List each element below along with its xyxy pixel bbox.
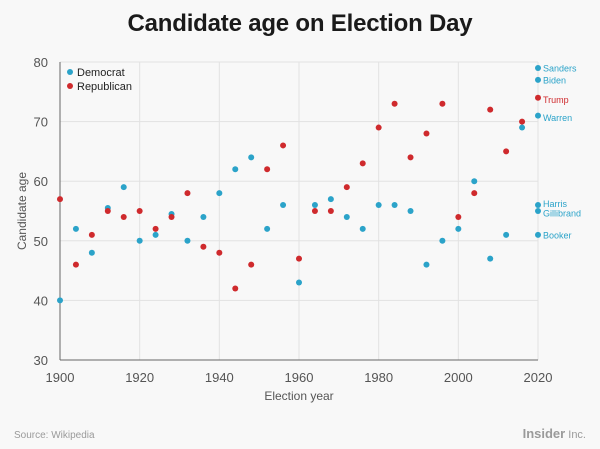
- republican-point: [104, 208, 111, 214]
- republican-point: [407, 154, 414, 161]
- x-tick-label: 1900: [46, 370, 75, 385]
- republican-point: [57, 196, 63, 203]
- republican-point: [455, 213, 462, 220]
- republican-point: [152, 225, 159, 232]
- democrat-point: [487, 255, 494, 262]
- republican-point: [327, 208, 334, 214]
- republican-point: [359, 160, 366, 167]
- candidate-2020-point: [535, 64, 541, 71]
- y-tick-label: 40: [34, 293, 48, 308]
- chart-title: Candidate age on Election Day: [127, 10, 473, 37]
- candidate-2020-point: [535, 94, 541, 101]
- candidate-label-gillibrand: Gillibrand: [543, 208, 581, 218]
- republican-point: [184, 190, 191, 197]
- democrat-point: [200, 213, 207, 220]
- republican-point: [168, 213, 175, 220]
- democrat-point: [232, 166, 239, 173]
- x-tick-label: 1960: [285, 370, 314, 385]
- x-tick-label: 1920: [125, 370, 154, 385]
- brand-name: Insider: [522, 426, 566, 441]
- x-tick-label: 1980: [364, 370, 393, 385]
- candidate-label-harris: Harris: [543, 199, 567, 209]
- republican-point: [503, 148, 510, 155]
- republican-point: [120, 213, 127, 220]
- brand-suffix: Inc.: [565, 429, 586, 441]
- x-tick-label: 1940: [205, 370, 234, 385]
- x-tick-label: 2000: [444, 370, 473, 385]
- democrat-point: [519, 124, 526, 131]
- y-tick-label: 30: [34, 353, 48, 368]
- republican-point: [264, 166, 271, 173]
- legend-marker-republican: [67, 83, 73, 89]
- y-tick-label: 80: [34, 55, 48, 70]
- legend-label-democrat: Democrat: [77, 67, 125, 79]
- candidate-label-trump: Trump: [543, 95, 569, 105]
- democrat-point: [280, 202, 287, 209]
- republican-point: [296, 255, 302, 262]
- brand-logo: Insider Inc.: [523, 426, 586, 441]
- democrat-point: [152, 231, 159, 238]
- democrat-point: [88, 249, 95, 256]
- democrat-point: [136, 237, 143, 244]
- legend-marker-democrat: [67, 69, 73, 75]
- democrat-point: [216, 190, 223, 197]
- republican-point: [375, 124, 382, 131]
- republican-point: [248, 261, 255, 268]
- candidate-2020-point: [535, 112, 541, 119]
- republican-point: [200, 243, 207, 250]
- democrat-point: [375, 202, 382, 209]
- y-tick-label: 60: [34, 174, 48, 189]
- republican-point: [343, 184, 350, 191]
- y-tick-label: 70: [34, 115, 48, 130]
- democrat-point: [57, 297, 63, 304]
- democrat-point: [423, 261, 430, 268]
- democrat-point: [391, 202, 398, 209]
- democrat-point: [407, 208, 414, 214]
- democrat-point: [503, 231, 510, 238]
- republican-point: [232, 285, 239, 292]
- republican-point: [439, 100, 446, 107]
- democrat-point: [264, 225, 271, 232]
- republican-point: [280, 142, 287, 149]
- democrat-point: [311, 202, 318, 209]
- democrat-point: [248, 154, 255, 161]
- legend-label-republican: Republican: [77, 81, 132, 93]
- y-tick-label: 50: [34, 234, 48, 249]
- democrat-point: [343, 213, 350, 220]
- republican-point: [88, 231, 95, 238]
- republican-point: [72, 261, 79, 268]
- candidate-2020-point: [535, 208, 541, 214]
- republican-point: [216, 249, 223, 256]
- y-axis-label: Candidate age: [15, 172, 29, 250]
- republican-point: [391, 100, 398, 107]
- candidate-label-sanders: Sanders: [543, 63, 577, 73]
- candidate-2020-point: [535, 76, 541, 83]
- republican-point: [136, 208, 143, 214]
- democrat-point: [471, 178, 478, 185]
- candidate-label-warren: Warren: [543, 113, 572, 123]
- democrat-point: [359, 225, 366, 232]
- democrat-point: [72, 225, 79, 232]
- republican-point: [471, 190, 478, 197]
- democrat-point: [296, 279, 302, 286]
- source-note: Source: Wikipedia: [14, 430, 95, 441]
- republican-point: [519, 118, 526, 125]
- republican-point: [487, 106, 494, 113]
- candidate-label-booker: Booker: [543, 230, 572, 240]
- democrat-point: [120, 184, 127, 191]
- democrat-point: [455, 225, 462, 232]
- republican-point: [423, 130, 430, 137]
- x-axis-label: Election year: [264, 389, 333, 403]
- candidate-label-biden: Biden: [543, 75, 566, 85]
- candidate-2020-point: [535, 231, 541, 238]
- democrat-point: [184, 237, 191, 244]
- democrat-point: [439, 237, 446, 244]
- republican-point: [311, 208, 318, 214]
- democrat-point: [327, 196, 334, 203]
- candidate-2020-point: [535, 202, 541, 209]
- x-tick-label: 2020: [524, 370, 553, 385]
